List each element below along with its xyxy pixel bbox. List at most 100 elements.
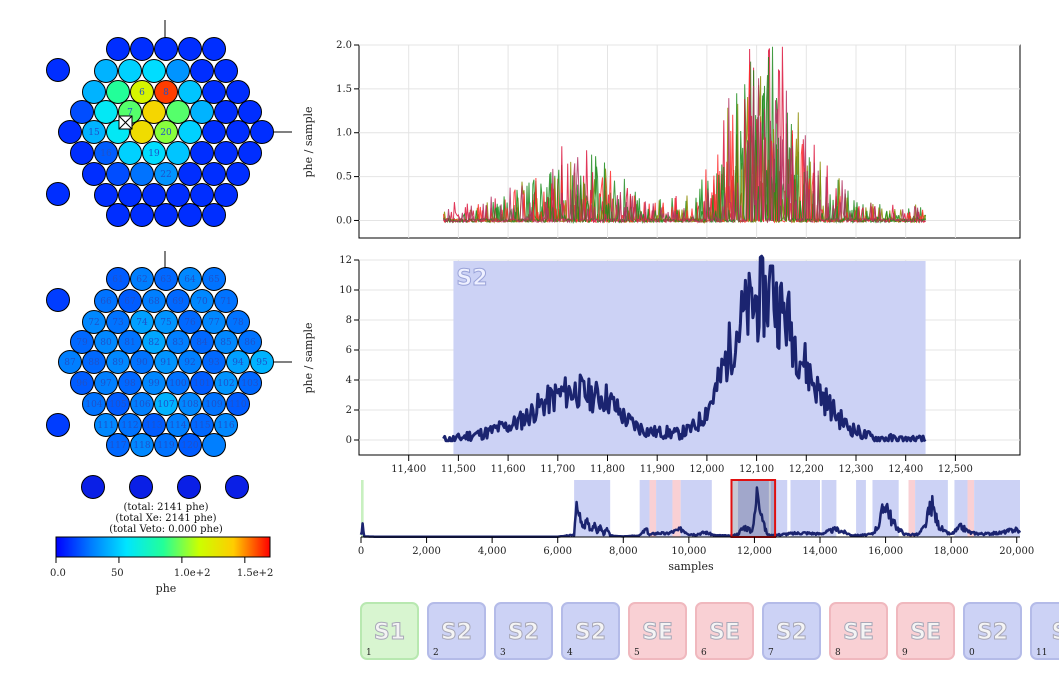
pmt[interactable] <box>166 371 190 395</box>
pmt[interactable] <box>154 120 178 144</box>
pmt[interactable] <box>46 413 70 437</box>
peak-region[interactable] <box>908 480 916 537</box>
pmt[interactable] <box>82 310 106 334</box>
peak-card[interactable]: S11 <box>360 602 419 660</box>
pmt[interactable] <box>214 100 238 124</box>
pmt[interactable] <box>106 162 130 186</box>
pmt[interactable] <box>190 371 214 395</box>
peak-region[interactable] <box>821 480 837 537</box>
peak-region[interactable] <box>361 480 364 537</box>
peak-card[interactable]: SE8 <box>829 602 888 660</box>
pmt[interactable] <box>142 330 166 354</box>
peak-region[interactable] <box>672 480 681 537</box>
pmt[interactable] <box>166 141 190 165</box>
pmt[interactable] <box>178 80 202 104</box>
pmt[interactable] <box>202 392 226 416</box>
pmt[interactable] <box>130 80 154 104</box>
pmt[interactable] <box>178 162 202 186</box>
pmt[interactable] <box>238 141 262 165</box>
peak-region[interactable] <box>790 480 821 537</box>
veto-pmt[interactable] <box>81 475 105 499</box>
pmt[interactable] <box>154 310 178 334</box>
pmt[interactable] <box>94 371 118 395</box>
pmt[interactable] <box>202 433 226 457</box>
pmt[interactable] <box>178 392 202 416</box>
pmt[interactable] <box>226 392 250 416</box>
pmt[interactable] <box>166 413 190 437</box>
pmt[interactable] <box>202 120 226 144</box>
pmt[interactable] <box>106 350 130 374</box>
pmt[interactable] <box>214 289 238 313</box>
pmt[interactable] <box>142 59 166 83</box>
pmt[interactable] <box>118 59 142 83</box>
peak-card[interactable]: S11 <box>1030 602 1059 660</box>
pmt[interactable] <box>166 330 190 354</box>
pmt[interactable] <box>130 162 154 186</box>
pmt[interactable] <box>46 288 70 312</box>
pmt[interactable] <box>166 100 190 124</box>
pmt[interactable] <box>106 267 130 291</box>
pmt[interactable] <box>82 350 106 374</box>
pmt[interactable] <box>226 120 250 144</box>
peak-region[interactable] <box>974 480 1020 537</box>
pmt[interactable] <box>154 350 178 374</box>
pmt[interactable] <box>190 59 214 83</box>
peak-card[interactable]: S23 <box>494 602 553 660</box>
pmt[interactable] <box>190 413 214 437</box>
peak-card[interactable]: SE5 <box>628 602 687 660</box>
pmt[interactable] <box>94 59 118 83</box>
pmt[interactable] <box>166 59 190 83</box>
peak-card[interactable]: S22 <box>427 602 486 660</box>
pmt[interactable] <box>226 350 250 374</box>
pmt[interactable] <box>178 203 202 227</box>
pmt[interactable] <box>94 330 118 354</box>
pmt[interactable] <box>202 203 226 227</box>
pmt[interactable] <box>250 120 274 144</box>
pmt[interactable] <box>82 120 106 144</box>
pmt[interactable] <box>118 289 142 313</box>
pmt[interactable] <box>94 183 118 207</box>
peak-region[interactable] <box>639 480 650 537</box>
pmt[interactable] <box>190 289 214 313</box>
pmt[interactable] <box>130 203 154 227</box>
pmt[interactable] <box>82 162 106 186</box>
peak-card[interactable]: S20 <box>963 602 1022 660</box>
pmt[interactable] <box>154 37 178 61</box>
peak-card[interactable]: S27 <box>762 602 821 660</box>
pmt[interactable] <box>118 371 142 395</box>
pmt[interactable] <box>154 433 178 457</box>
pmt[interactable] <box>190 330 214 354</box>
pmt[interactable] <box>250 350 274 374</box>
veto-pmt[interactable] <box>225 475 249 499</box>
pmt[interactable] <box>226 310 250 334</box>
pmt[interactable] <box>214 59 238 83</box>
pmt[interactable] <box>166 183 190 207</box>
pmt[interactable] <box>178 120 202 144</box>
pmt[interactable] <box>202 80 226 104</box>
pmt[interactable] <box>190 141 214 165</box>
pmt[interactable] <box>142 183 166 207</box>
pmt[interactable] <box>238 100 262 124</box>
pmt[interactable] <box>142 289 166 313</box>
pmt[interactable] <box>94 413 118 437</box>
pmt[interactable] <box>106 433 130 457</box>
pmt[interactable] <box>178 350 202 374</box>
pmt[interactable] <box>154 80 178 104</box>
pmt[interactable] <box>94 141 118 165</box>
pmt[interactable] <box>58 120 82 144</box>
peak-region[interactable] <box>649 480 657 537</box>
pmt[interactable] <box>130 392 154 416</box>
peak-card[interactable]: SE9 <box>896 602 955 660</box>
pmt[interactable] <box>142 100 166 124</box>
pmt[interactable] <box>154 392 178 416</box>
veto-pmt[interactable] <box>177 475 201 499</box>
zoom-selection-box[interactable] <box>730 479 777 538</box>
pmt[interactable] <box>154 267 178 291</box>
pmt[interactable] <box>58 350 82 374</box>
pmt[interactable] <box>130 433 154 457</box>
pmt[interactable] <box>178 37 202 61</box>
pmt[interactable] <box>238 330 262 354</box>
pmt[interactable] <box>154 203 178 227</box>
pmt[interactable] <box>130 120 154 144</box>
pmt[interactable] <box>46 182 70 206</box>
